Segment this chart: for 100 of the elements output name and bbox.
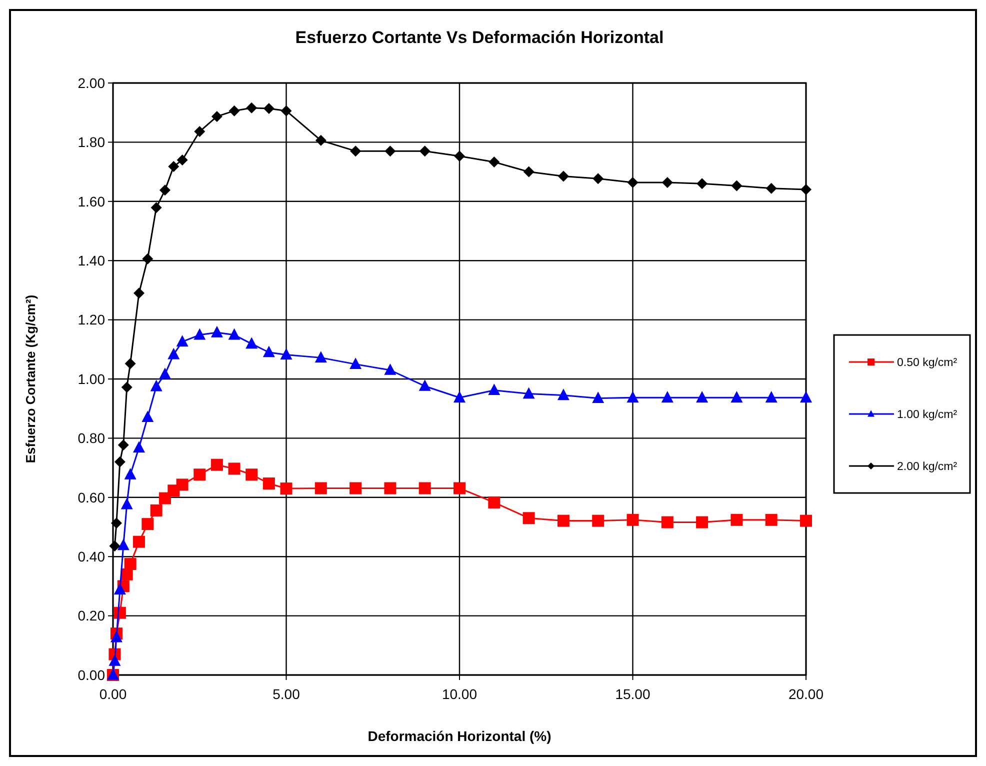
point [454, 391, 466, 402]
point [118, 440, 129, 451]
point [731, 180, 742, 192]
point [132, 536, 145, 548]
point [557, 388, 570, 400]
point [150, 380, 162, 392]
point [262, 477, 275, 490]
point [120, 498, 133, 510]
point [114, 583, 126, 595]
x-tick-label: 5.00 [272, 686, 300, 702]
point [168, 160, 180, 172]
point [350, 482, 362, 494]
point [280, 105, 292, 116]
point [263, 102, 274, 114]
point [280, 482, 292, 495]
point [124, 468, 136, 480]
point [800, 184, 812, 196]
chart-title: Esfuerzo Cortante Vs Deformación Horizontal [295, 28, 664, 47]
point [142, 253, 154, 264]
point [228, 105, 240, 116]
y-tick-label: 1.40 [78, 252, 106, 268]
point [419, 146, 430, 157]
point [730, 391, 743, 402]
x-tick-label: 0.00 [99, 686, 127, 702]
point [766, 182, 777, 194]
x-axis-title: Deformación Horizontal (%) [368, 728, 552, 744]
point [194, 468, 206, 481]
point [246, 337, 258, 349]
point [124, 558, 136, 570]
point [350, 358, 362, 369]
point [384, 364, 396, 375]
point [110, 630, 122, 642]
y-tick-label: 0.80 [78, 430, 106, 446]
point [159, 184, 170, 196]
x-tick-label: 10.00 [442, 686, 478, 702]
point [176, 154, 188, 166]
point [454, 482, 466, 494]
point [696, 391, 708, 402]
point [114, 456, 126, 468]
y-tick-label: 1.60 [78, 193, 106, 210]
point [158, 368, 171, 380]
point [661, 391, 674, 402]
point [246, 468, 258, 481]
point [158, 492, 171, 504]
point [262, 346, 275, 358]
point [696, 516, 708, 528]
point [384, 146, 396, 157]
point [194, 328, 206, 340]
point [108, 654, 121, 666]
point [109, 540, 120, 552]
point [592, 392, 604, 404]
point [315, 134, 326, 146]
point [150, 504, 162, 516]
y-tick-label: 1.20 [78, 312, 106, 328]
x-tick-label: 20.00 [788, 686, 824, 702]
legend-label: 0.50 kg/cm² [897, 357, 958, 370]
point [228, 462, 240, 475]
point [626, 514, 639, 526]
point [110, 518, 122, 529]
y-tick-label: 0.40 [78, 548, 106, 564]
point [168, 348, 180, 360]
point [211, 110, 222, 122]
point [228, 328, 240, 340]
point [523, 166, 534, 178]
point [142, 410, 154, 422]
point [765, 391, 778, 402]
point [800, 514, 812, 527]
point [210, 458, 223, 471]
point [142, 518, 154, 530]
point [176, 335, 188, 347]
point [350, 146, 362, 157]
point [522, 387, 535, 399]
point [592, 173, 604, 184]
point [150, 202, 162, 214]
legend-label: 2.00 kg/cm² [897, 461, 958, 474]
point [627, 176, 638, 188]
point [117, 538, 130, 550]
point [765, 514, 778, 526]
point [314, 482, 327, 494]
y-tick-label: 1.80 [78, 134, 106, 150]
point [661, 516, 674, 528]
point [592, 514, 604, 527]
point [314, 351, 327, 362]
point [488, 496, 500, 508]
point [121, 382, 132, 393]
point [696, 178, 708, 190]
point [194, 126, 206, 138]
point [280, 348, 292, 360]
y-tick-label: 2.00 [78, 74, 106, 91]
legend-label: 1.00 kg/cm² [897, 409, 958, 422]
point [558, 170, 569, 182]
y-axis-title: Esfuerzo Cortante (Kg/cm²) [23, 294, 38, 464]
point [176, 478, 188, 491]
point [384, 482, 396, 494]
y-tick-label: 0.60 [78, 489, 106, 506]
point [418, 482, 431, 494]
y-tick-label: 0.00 [78, 666, 106, 683]
x-tick-label: 15.00 [615, 686, 650, 702]
point [488, 156, 500, 168]
point [800, 391, 812, 402]
